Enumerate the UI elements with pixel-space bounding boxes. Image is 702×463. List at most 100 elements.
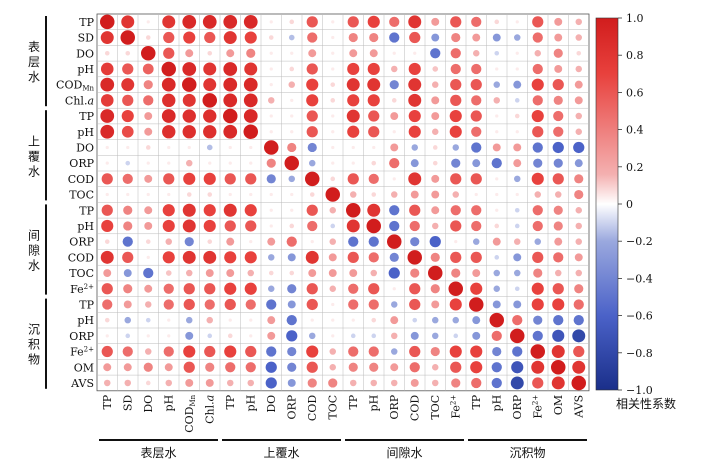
heatmap-cell — [105, 161, 109, 165]
heatmap-cell — [471, 126, 482, 137]
heatmap-cell — [121, 125, 134, 138]
heatmap-cell — [532, 95, 543, 106]
heatmap-cell — [100, 124, 115, 139]
heatmap-cell — [162, 219, 175, 233]
heatmap-cell — [105, 334, 109, 338]
heatmap-cell — [243, 124, 258, 139]
heatmap-cell — [269, 114, 273, 118]
heatmap-cell — [247, 269, 254, 277]
heatmap-cell — [574, 80, 583, 89]
heatmap-cell — [146, 334, 150, 338]
heatmap-cell — [552, 173, 564, 185]
heatmap-cell — [182, 219, 196, 233]
heatmap-cell — [120, 30, 135, 45]
heatmap-cell — [223, 31, 237, 45]
heatmap-cell — [368, 126, 380, 138]
heatmap-cell — [350, 191, 357, 198]
heatmap-cell — [554, 237, 563, 246]
heatmap-cell — [514, 34, 521, 41]
heatmap-cell — [141, 46, 156, 61]
heatmap-cell — [552, 141, 564, 154]
heatmap-cell — [308, 49, 317, 58]
heatmap-cell — [269, 51, 273, 55]
col-label: OM — [552, 395, 565, 415]
heatmap-cell — [142, 63, 154, 75]
heatmap-cell — [534, 238, 541, 245]
heatmap-cell — [572, 329, 586, 343]
heatmap-cell — [369, 362, 379, 372]
heatmap-cell — [288, 175, 295, 183]
heatmap-cell — [470, 110, 482, 122]
heatmap-cell — [164, 363, 173, 372]
heatmap-cell — [287, 300, 296, 309]
heatmap-cell — [368, 299, 379, 310]
heatmap-cell — [185, 331, 194, 340]
heatmap-cell — [389, 16, 400, 27]
colorbar-tick-label: −0.8 — [626, 347, 653, 360]
heatmap-cell — [532, 63, 543, 75]
heatmap-cell — [245, 345, 257, 358]
heatmap-cell — [351, 145, 355, 150]
col-label: CODMn — [183, 394, 197, 432]
heatmap-cell — [202, 14, 217, 29]
heatmap-cell — [409, 362, 420, 373]
heatmap-cell — [533, 158, 543, 168]
heatmap-cell — [348, 362, 358, 372]
heatmap-cell — [368, 346, 379, 357]
heatmap-cell — [290, 114, 294, 118]
heatmap-cell — [392, 287, 396, 291]
heatmap-cell — [104, 317, 110, 323]
row-label: DO — [76, 47, 94, 60]
heatmap-cell — [121, 109, 134, 123]
col-label: SD — [122, 395, 135, 412]
heatmap-cell — [167, 145, 171, 150]
heatmap-cell — [266, 174, 276, 184]
heatmap-cell — [368, 110, 380, 122]
heatmap-cell — [572, 360, 586, 374]
heatmap-cell — [510, 328, 525, 344]
heatmap-cell — [555, 191, 562, 198]
heatmap-cell — [408, 62, 421, 76]
heatmap-cell — [204, 345, 216, 358]
heatmap-cell — [347, 173, 359, 185]
heatmap-cell — [103, 363, 112, 372]
heatmap-cell — [243, 77, 258, 92]
heatmap-cell — [307, 142, 317, 153]
row-label: CODMn — [56, 79, 94, 93]
heatmap-cell — [143, 95, 154, 106]
heatmap-cell — [471, 16, 482, 27]
group-label-left: 间 — [28, 229, 40, 243]
heatmap-cell — [305, 171, 320, 187]
heatmap-cell — [576, 50, 582, 56]
heatmap-cell — [370, 379, 377, 387]
heatmap-cell — [287, 284, 297, 294]
heatmap-cell — [244, 204, 257, 217]
heatmap-cell — [102, 299, 113, 310]
heatmap-cell — [249, 161, 253, 165]
heatmap-cell — [408, 93, 422, 107]
heatmap-cell — [513, 159, 522, 168]
heatmap-cell — [514, 238, 521, 245]
heatmap-cell — [123, 300, 132, 309]
heatmap-cell — [163, 346, 174, 357]
heatmap-cell — [245, 299, 256, 310]
heatmap-cell — [348, 299, 359, 310]
heatmap-cell — [308, 269, 317, 278]
heatmap-cell — [331, 334, 335, 338]
heatmap-cell — [183, 298, 195, 311]
heatmap-cell — [474, 192, 478, 197]
heatmap-cell — [534, 191, 541, 198]
heatmap-cell — [162, 204, 175, 217]
heatmap-cell — [143, 267, 154, 279]
heatmap-cell — [306, 63, 318, 75]
heatmap-cell — [101, 219, 114, 233]
group-label-left: 表 — [28, 40, 40, 54]
heatmap-cell — [531, 360, 545, 374]
heatmap-cell — [203, 250, 217, 264]
heatmap-cell — [450, 361, 462, 373]
heatmap-cell — [162, 15, 176, 29]
heatmap-cell — [489, 312, 504, 328]
heatmap-cell — [469, 297, 484, 312]
heatmap-cell — [306, 94, 319, 107]
heatmap-cell — [431, 17, 440, 26]
